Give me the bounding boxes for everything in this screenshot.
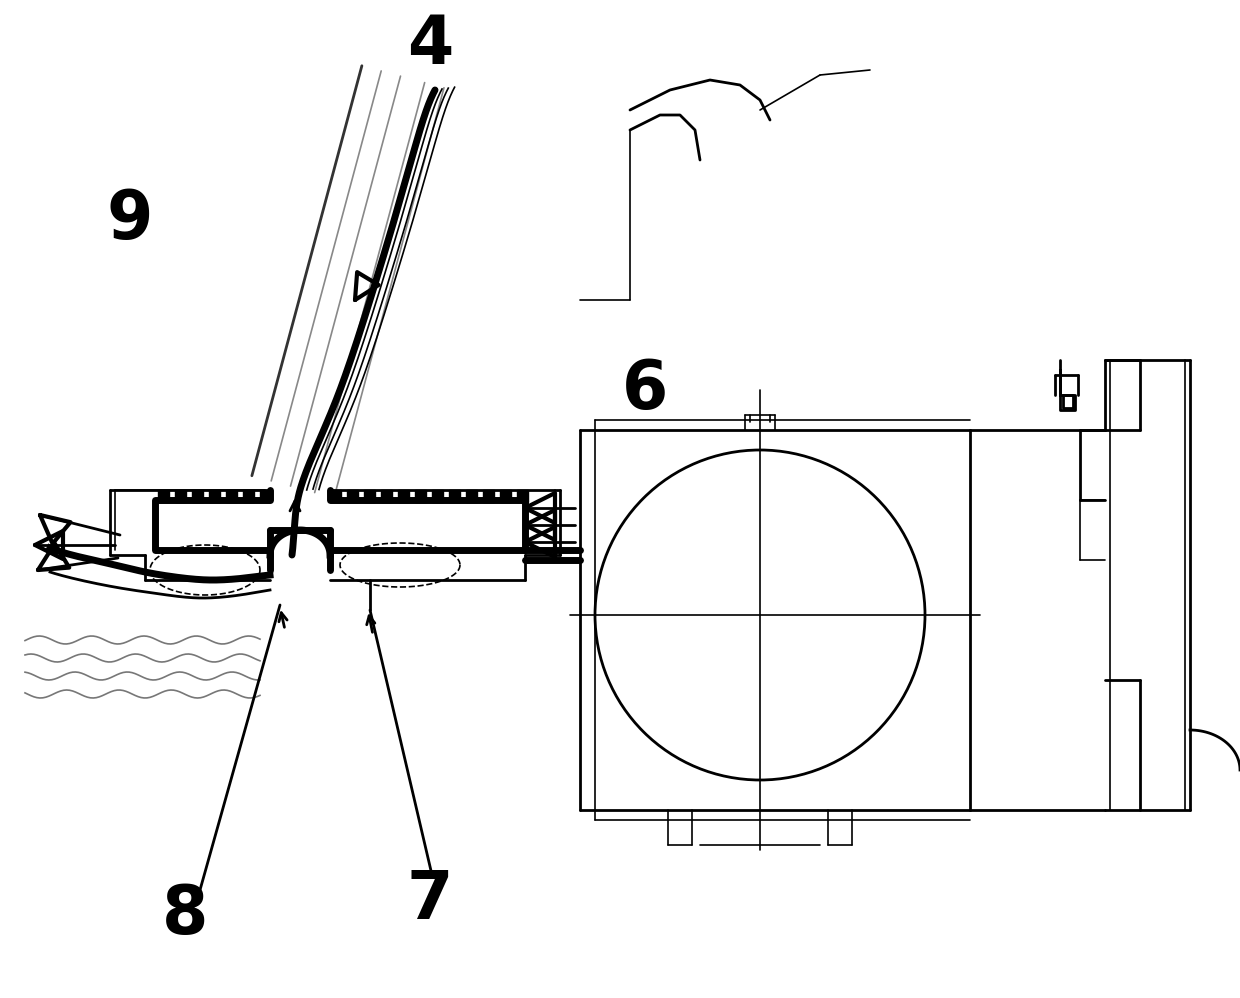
Text: 6: 6 — [621, 357, 668, 423]
Text: 8: 8 — [161, 882, 208, 948]
Bar — [484, 490, 494, 502]
Bar — [365, 490, 374, 502]
Bar — [157, 490, 169, 502]
Text: 4: 4 — [407, 12, 453, 78]
Bar — [466, 490, 477, 502]
Bar — [381, 490, 392, 502]
Bar — [347, 490, 358, 502]
Bar — [398, 490, 409, 502]
Bar — [330, 490, 341, 502]
Bar — [226, 490, 237, 502]
Bar — [500, 490, 511, 502]
Text: 9: 9 — [107, 187, 154, 253]
Bar — [517, 490, 528, 502]
Bar — [175, 490, 186, 502]
Bar — [432, 490, 443, 502]
Bar — [210, 490, 219, 502]
Text: 7: 7 — [407, 867, 453, 933]
Bar — [449, 490, 460, 502]
Bar — [415, 490, 427, 502]
Bar — [260, 490, 272, 502]
Bar — [243, 490, 254, 502]
Bar — [192, 490, 203, 502]
